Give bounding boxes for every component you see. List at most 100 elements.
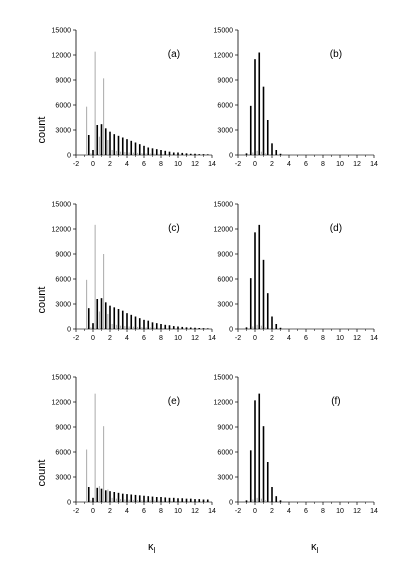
x-tick-label: 0: [253, 335, 257, 342]
x-tick-label: 2: [108, 508, 112, 515]
y-tick-label: 0: [229, 327, 233, 334]
x-tick-label: -2: [73, 335, 79, 342]
y-tick-label: 3000: [217, 128, 233, 135]
y-tick-label: 0: [229, 153, 233, 160]
x-tick-label: 0: [253, 508, 257, 515]
x-tick-label: 10: [336, 335, 344, 342]
y-tick-label: 15000: [52, 375, 72, 382]
y-tick-label: 3000: [217, 475, 233, 482]
x-axis-label-sub: l: [317, 546, 319, 555]
y-tick-label: 0: [229, 500, 233, 507]
x-tick-label: 2: [270, 508, 274, 515]
y-tick-label: 0: [67, 327, 71, 334]
x-tick-label: 12: [353, 335, 361, 342]
x-tick-label: 2: [270, 335, 274, 342]
y-tick-label: 3000: [55, 128, 71, 135]
y-tick-label: 3000: [217, 302, 233, 309]
x-tick-label: 4: [125, 335, 129, 342]
y-tick-label: 15000: [214, 375, 234, 382]
y-axis-label-row2: count: [36, 287, 48, 314]
x-tick-label: 4: [287, 508, 291, 515]
x-tick-label: 10: [174, 335, 182, 342]
y-tick-label: 9000: [217, 78, 233, 85]
x-tick-label: 6: [142, 335, 146, 342]
y-tick-label: 6000: [217, 103, 233, 110]
x-tick-label: 4: [287, 335, 291, 342]
x-axis-label-main: κ: [311, 541, 317, 553]
x-tick-label: 0: [91, 335, 95, 342]
y-tick-label: 0: [67, 153, 71, 160]
y-tick-label: 9000: [217, 425, 233, 432]
x-tick-label: 14: [208, 508, 216, 515]
y-tick-label: 12000: [52, 227, 72, 234]
x-tick-label: 8: [321, 335, 325, 342]
y-tick-label: 0: [67, 500, 71, 507]
y-tick-label: 6000: [217, 277, 233, 284]
x-tick-label: 6: [304, 508, 308, 515]
y-tick-label: 15000: [214, 28, 234, 35]
y-tick-label: 3000: [55, 475, 71, 482]
y-tick-label: 15000: [52, 28, 72, 35]
x-tick-label: 6: [304, 335, 308, 342]
x-tick-label: 12: [353, 508, 361, 515]
y-tick-label: 6000: [55, 103, 71, 110]
y-tick-label: 12000: [214, 227, 234, 234]
x-tick-label: 14: [208, 161, 216, 168]
y-tick-label: 12000: [52, 53, 72, 60]
panel-label: (e): [168, 396, 180, 407]
x-tick-label: 12: [353, 161, 361, 168]
x-tick-label: 14: [370, 335, 378, 342]
x-tick-label: 8: [159, 335, 163, 342]
x-tick-label: 8: [159, 161, 163, 168]
y-axis-label-row1: count: [36, 117, 48, 144]
x-tick-label: 12: [191, 161, 199, 168]
panel-label: (d): [330, 223, 342, 234]
x-tick-label: 6: [304, 161, 308, 168]
x-tick-label: 10: [336, 508, 344, 515]
x-tick-label: 2: [270, 161, 274, 168]
y-tick-label: 15000: [52, 202, 72, 209]
x-tick-label: -2: [235, 508, 241, 515]
y-tick-label: 12000: [52, 400, 72, 407]
y-tick-label: 15000: [214, 202, 234, 209]
y-tick-label: 12000: [214, 53, 234, 60]
y-tick-label: 6000: [55, 277, 71, 284]
x-tick-label: 4: [125, 508, 129, 515]
y-tick-label: 9000: [217, 252, 233, 259]
x-axis-label-sub: l: [154, 546, 156, 555]
x-tick-label: 6: [142, 508, 146, 515]
y-tick-label: 3000: [55, 302, 71, 309]
x-tick-label: 2: [108, 161, 112, 168]
x-tick-label: 8: [321, 508, 325, 515]
x-tick-label: -2: [235, 161, 241, 168]
x-tick-label: 10: [336, 161, 344, 168]
x-tick-label: 0: [253, 161, 257, 168]
y-axis-label-row3: count: [36, 460, 48, 487]
x-tick-label: -2: [235, 335, 241, 342]
x-tick-label: 4: [125, 161, 129, 168]
x-tick-label: 14: [370, 508, 378, 515]
x-tick-label: 0: [91, 508, 95, 515]
y-tick-label: 6000: [217, 450, 233, 457]
x-tick-label: 0: [91, 161, 95, 168]
y-tick-label: 9000: [55, 252, 71, 259]
x-axis-label-main: κ: [148, 541, 154, 553]
x-tick-label: 4: [287, 161, 291, 168]
y-tick-label: 9000: [55, 425, 71, 432]
x-tick-label: 10: [174, 508, 182, 515]
panel-label: (f): [331, 396, 340, 407]
x-tick-label: 12: [191, 335, 199, 342]
x-tick-label: 8: [321, 161, 325, 168]
panel-label: (a): [168, 49, 180, 60]
panel-label: (b): [330, 49, 342, 60]
panel-label: (c): [168, 223, 180, 234]
x-tick-label: 12: [191, 508, 199, 515]
x-tick-label: 10: [174, 161, 182, 168]
